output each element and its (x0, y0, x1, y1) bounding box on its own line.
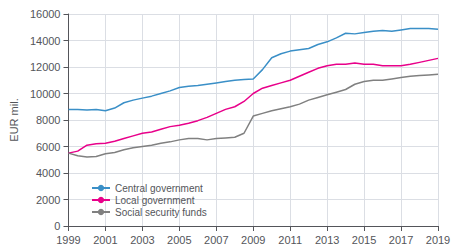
svg-text:16000: 16000 (30, 8, 61, 20)
svg-text:14000: 14000 (30, 35, 61, 47)
svg-text:EUR mil.: EUR mil. (8, 98, 20, 141)
svg-text:2017: 2017 (389, 234, 413, 246)
svg-text:2000: 2000 (36, 194, 60, 206)
svg-text:2011: 2011 (278, 234, 302, 246)
svg-text:Central government: Central government (115, 183, 203, 194)
svg-text:2013: 2013 (315, 234, 339, 246)
svg-text:1999: 1999 (56, 234, 80, 246)
svg-text:2019: 2019 (426, 234, 450, 246)
svg-text:2009: 2009 (241, 234, 265, 246)
svg-text:2003: 2003 (130, 234, 154, 246)
svg-text:10000: 10000 (30, 88, 61, 100)
svg-text:Social security funds: Social security funds (115, 207, 207, 218)
svg-text:2001: 2001 (93, 234, 117, 246)
svg-text:8000: 8000 (36, 114, 60, 126)
svg-text:12000: 12000 (30, 61, 61, 73)
svg-text:6000: 6000 (36, 141, 60, 153)
svg-text:2015: 2015 (352, 234, 376, 246)
svg-text:0: 0 (54, 220, 60, 232)
svg-text:Local government: Local government (115, 195, 195, 206)
svg-text:4000: 4000 (36, 167, 60, 179)
svg-text:2005: 2005 (167, 234, 191, 246)
svg-text:2007: 2007 (204, 234, 228, 246)
